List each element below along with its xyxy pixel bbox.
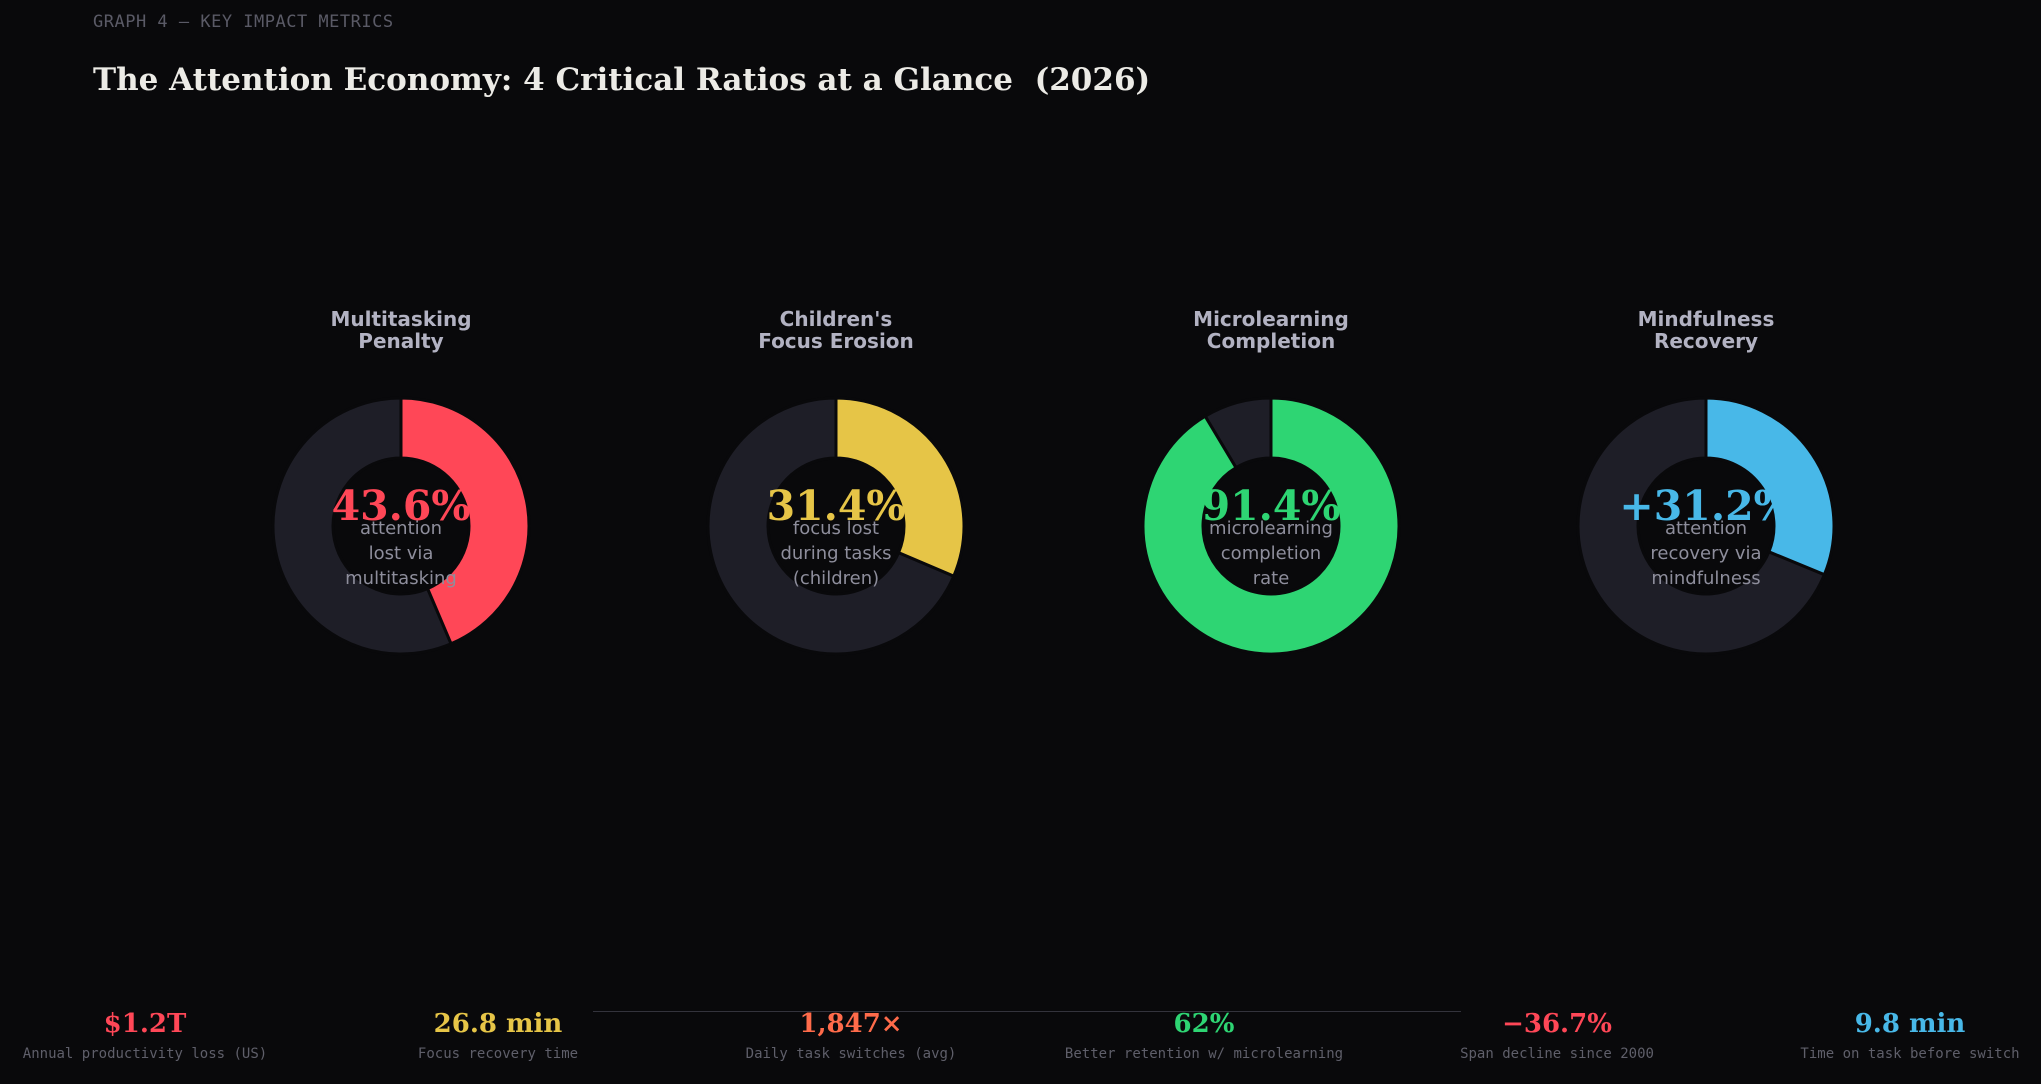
donut-chart	[1576, 396, 1836, 656]
stat-item: $1.2T Annual productivity loss (US)	[0, 1006, 325, 1062]
chart-title: The Attention Economy: 4 Critical Ratios…	[93, 62, 1151, 98]
donut-chart	[706, 396, 966, 656]
donut-title: Children's Focus Erosion	[686, 308, 986, 352]
donut-value-label: 91.4%	[1201, 482, 1341, 530]
donut-value-arc	[1704, 396, 1836, 577]
donut-value-arc	[1141, 396, 1401, 656]
divider-line	[593, 1011, 1461, 1012]
donut-value-label: 43.6%	[331, 482, 471, 530]
donut-center-label-line: completion	[1220, 543, 1322, 564]
stat-label: Better retention w/ microlearning	[1064, 1046, 1344, 1062]
donut-chart	[271, 396, 531, 656]
stat-value: 26.8 min	[433, 1009, 563, 1039]
stat-value: 9.8 min	[1854, 1009, 1966, 1039]
donut-chart	[1141, 396, 1401, 656]
stat-label: Time on task before switch	[1800, 1046, 2020, 1062]
donut-value-arc	[834, 396, 966, 579]
stat-value: $1.2T	[103, 1009, 187, 1039]
donut-title-line: Completion	[1206, 329, 1336, 353]
chart-eyebrow: GRAPH 4 — KEY IMPACT METRICS	[93, 12, 394, 32]
stat-label: Span decline since 2000	[1460, 1046, 1654, 1062]
donut-center-label-line: multitasking	[345, 568, 457, 589]
stat-item: −36.7% Span decline since 2000	[1377, 1006, 1737, 1062]
stat-item: 9.8 min Time on task before switch	[1730, 1006, 2041, 1062]
stat-item: 1,847× Daily task switches (avg)	[671, 1006, 1031, 1062]
stat-label: Daily task switches (avg)	[745, 1046, 957, 1062]
donut-title: Microlearning Completion	[1121, 308, 1421, 352]
donut-center-label-line: attention	[1664, 518, 1748, 539]
donut-center-label-line: focus lost	[792, 518, 880, 539]
donut-center-label: microlearning completion rate	[1191, 516, 1351, 591]
donut-center-label: focus lost during tasks (children)	[756, 516, 916, 591]
stat-value: 1,847×	[799, 1009, 903, 1039]
donut-title: Multitasking Penalty	[251, 308, 551, 352]
donut-title: Mindfulness Recovery	[1556, 308, 1856, 352]
donut-center-label-line: (children)	[792, 568, 880, 589]
donut-title-line: Mindfulness	[1637, 307, 1775, 331]
donut-remainder-arc	[706, 396, 956, 656]
donut-center-label-line: recovery via	[1650, 543, 1762, 564]
donut-value-label: 31.4%	[766, 482, 906, 530]
donut-title-line: Children's	[779, 307, 893, 331]
donut-center-label: attention recovery via mindfulness	[1626, 516, 1786, 591]
donut-center-label-line: during tasks	[780, 543, 892, 564]
donut-center-label-line: rate	[1252, 568, 1290, 589]
donut-title-line: Penalty	[358, 329, 444, 353]
donut-value-label: +31.2%	[1619, 482, 1793, 530]
donut-center-label: attention lost via multitasking	[321, 516, 481, 591]
donut-title-line: Microlearning	[1193, 307, 1349, 331]
donut-center-label-line: lost via	[368, 543, 434, 564]
donut-center-label-line: microlearning	[1209, 518, 1333, 539]
stat-label: Annual productivity loss (US)	[22, 1046, 268, 1062]
stat-item: 62% Better retention w/ microlearning	[1024, 1006, 1384, 1062]
stat-item: 26.8 min Focus recovery time	[318, 1006, 678, 1062]
stat-value: 62%	[1173, 1009, 1235, 1039]
donut-title-line: Multitasking	[330, 307, 472, 331]
donut-remainder-arc	[271, 396, 454, 656]
donut-title-line: Recovery	[1653, 329, 1759, 353]
donut-center-label-line: mindfulness	[1651, 568, 1761, 589]
donut-value-arc	[399, 396, 531, 646]
donut-remainder-arc	[1576, 396, 1827, 656]
stat-value: −36.7%	[1502, 1009, 1612, 1039]
donut-title-line: Focus Erosion	[758, 329, 914, 353]
stat-label: Focus recovery time	[417, 1046, 579, 1062]
donut-center-label-line: attention	[359, 518, 443, 539]
